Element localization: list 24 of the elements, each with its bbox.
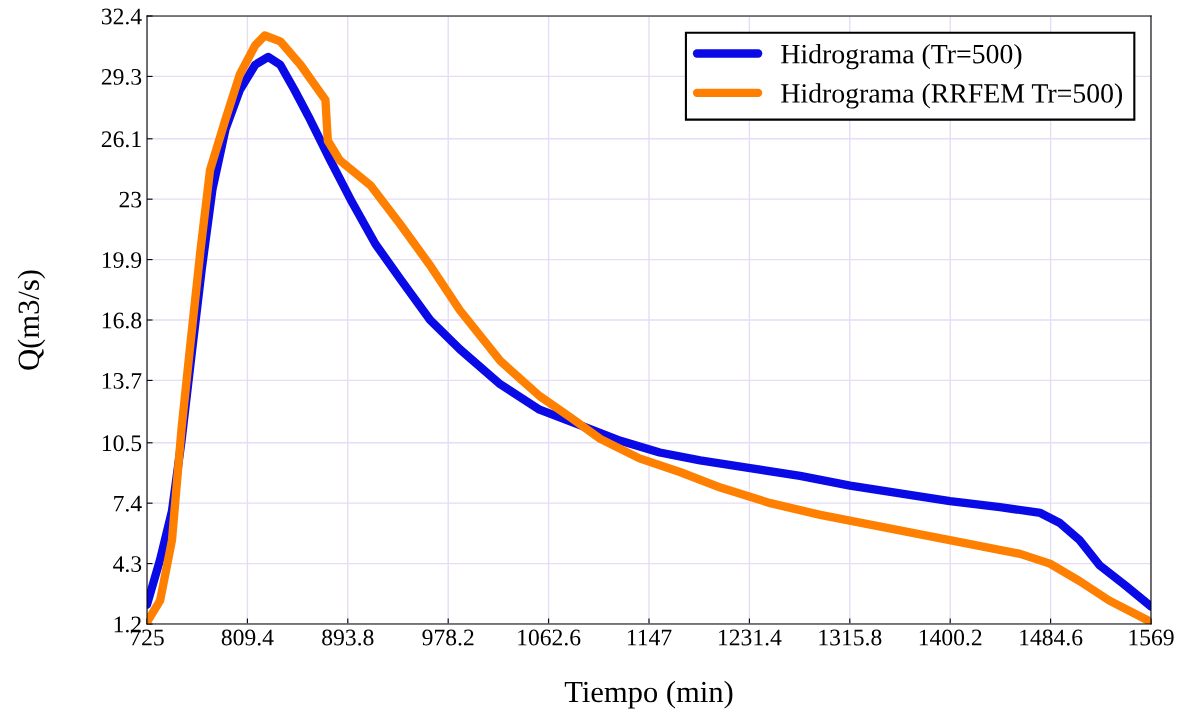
x-tick-label: 1062.6	[518, 629, 581, 646]
y-tick-label: 26.1	[101, 131, 141, 148]
y-axis-title: Q(m3/s)	[17, 270, 46, 370]
x-axis-title: Tiempo (min)	[564, 680, 733, 709]
x-tick-label: 1231.4	[719, 629, 782, 646]
y-tick-label: 23	[119, 191, 142, 208]
y-tick-label: 29.3	[101, 68, 142, 85]
x-tick-label: 978.2	[422, 629, 474, 646]
y-tick-label: 7.4	[114, 495, 142, 512]
x-tick-label: 1569	[1129, 629, 1174, 646]
x-tick-label: 1315.8	[819, 629, 882, 646]
x-tick-label: 1400.2	[919, 629, 982, 646]
legend-label: Hidrograma (Tr=500)	[781, 43, 1022, 70]
y-tick-label: 13.7	[102, 372, 142, 389]
x-tick-label: 809.4	[221, 629, 274, 646]
x-tick-label: 1147	[627, 629, 672, 646]
y-tick-label: 16.8	[102, 312, 142, 329]
x-tick-label: 1484.6	[1020, 629, 1083, 646]
y-tick-label: 4.3	[113, 556, 142, 573]
y-tick-label: 10.5	[102, 435, 142, 452]
legend-label: Hidrograma (RRFEM Tr=500)	[781, 83, 1123, 109]
y-tick-label: 32.4	[101, 8, 142, 25]
x-tick-label: 893.8	[322, 629, 374, 646]
y-tick-label: 19.9	[102, 252, 142, 269]
